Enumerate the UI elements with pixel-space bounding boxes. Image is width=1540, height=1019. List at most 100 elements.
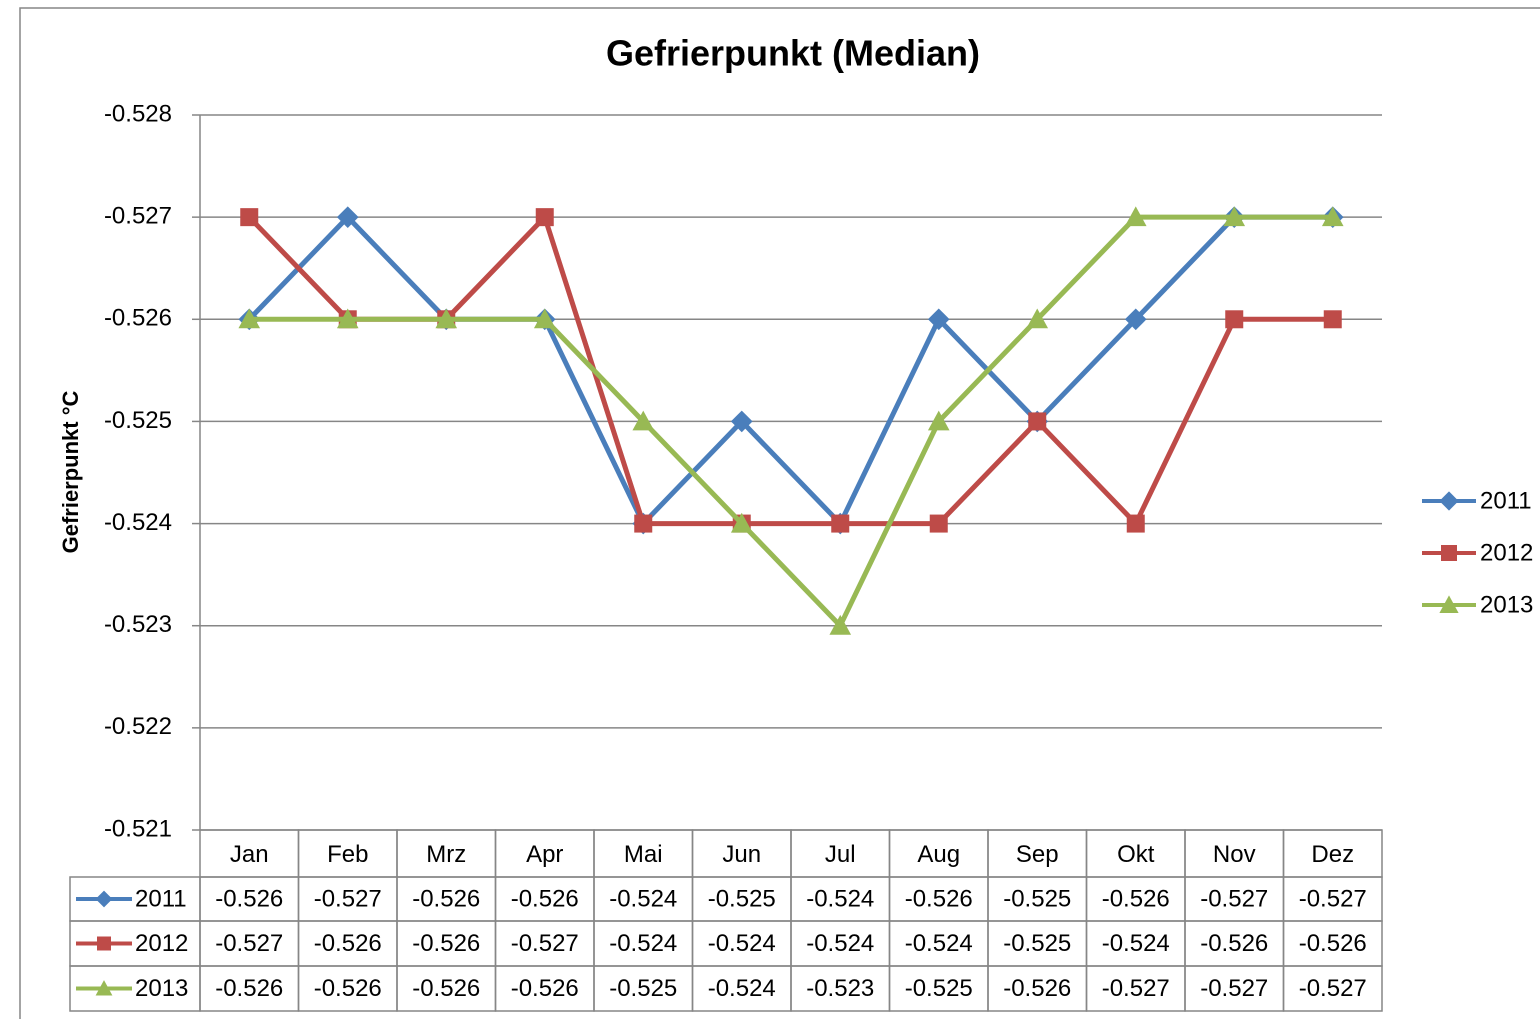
marker (927, 308, 950, 331)
y-tick-label: -0.523 (104, 611, 172, 638)
x-tick-label: Jan (230, 841, 269, 868)
table-series-name: 2012 (135, 930, 188, 957)
table-value: -0.526 (1200, 930, 1268, 957)
table-value: -0.525 (1003, 885, 1071, 912)
x-tick-label: Dez (1311, 841, 1354, 868)
x-tick-label: Jun (722, 841, 761, 868)
marker (238, 308, 261, 329)
table-value: -0.524 (708, 930, 776, 957)
table-value: -0.527 (1200, 975, 1268, 1002)
legend-marker (1441, 545, 1457, 561)
marker (1124, 206, 1147, 227)
table-value: -0.527 (1299, 975, 1367, 1002)
table-series-name: 2011 (135, 885, 187, 912)
marker (1225, 310, 1244, 329)
marker (1321, 206, 1344, 227)
table-value: -0.527 (314, 885, 382, 912)
marker (1126, 514, 1145, 533)
table-value: -0.523 (806, 975, 874, 1002)
marker (831, 514, 850, 533)
marker (1124, 308, 1147, 331)
marker (730, 410, 753, 433)
marker (533, 308, 556, 329)
x-tick-label: Mai (624, 841, 663, 868)
marker (240, 208, 259, 227)
y-tick-label: -0.526 (104, 305, 172, 332)
x-tick-label: Aug (917, 841, 960, 868)
marker (929, 514, 948, 533)
series-line (247, 214, 1333, 527)
table-value: -0.524 (1102, 930, 1170, 957)
marker (730, 512, 753, 533)
x-tick-label: Okt (1117, 841, 1155, 868)
table-value: -0.525 (609, 975, 677, 1002)
marker (634, 514, 653, 533)
x-tick-label: Feb (327, 841, 368, 868)
series-line (247, 214, 1333, 527)
table-value: -0.524 (905, 930, 973, 957)
y-tick-label: -0.527 (104, 202, 172, 229)
x-tick-label: Nov (1213, 841, 1256, 868)
marker (336, 308, 359, 329)
legend-label: 2011 (1480, 487, 1532, 514)
table-value: -0.524 (806, 885, 874, 912)
marker (632, 410, 655, 431)
table-value: -0.524 (708, 975, 776, 1002)
x-tick-label: Apr (526, 841, 563, 868)
chart-border (19, 7, 1540, 1019)
table-value: -0.526 (314, 975, 382, 1002)
series-line (249, 214, 1333, 629)
table-value: -0.526 (511, 885, 579, 912)
table-value: -0.526 (314, 930, 382, 957)
marker (336, 206, 359, 228)
table-value: -0.527 (1200, 885, 1268, 912)
marker (1028, 412, 1047, 431)
y-tick-label: -0.521 (104, 815, 172, 842)
x-tick-label: Mrz (426, 841, 466, 868)
table-value: -0.526 (412, 930, 480, 957)
legend-marker (1439, 595, 1459, 613)
marker (1223, 206, 1246, 227)
table-legend-marker (95, 980, 113, 996)
table-value: -0.527 (1102, 975, 1170, 1002)
legend-label: 2013 (1480, 591, 1533, 618)
chart-title: Gefrierpunkt (Median) (606, 33, 980, 74)
table-value: -0.526 (511, 975, 579, 1002)
y-axis-label: Gefrierpunkt °C (58, 390, 83, 553)
table-value: -0.527 (511, 930, 579, 957)
x-tick-label: Jul (825, 841, 856, 868)
marker (535, 208, 554, 227)
table-value: -0.527 (1299, 885, 1367, 912)
y-tick-label: -0.524 (104, 509, 172, 536)
table-value: -0.524 (806, 930, 874, 957)
table-value: -0.526 (412, 975, 480, 1002)
table-value: -0.525 (708, 885, 776, 912)
marker (435, 308, 458, 329)
table-value: -0.524 (609, 885, 677, 912)
table-value: -0.527 (215, 930, 283, 957)
marker (829, 614, 852, 635)
table-value: -0.525 (1003, 930, 1071, 957)
table-legend-marker (97, 936, 111, 951)
table-value: -0.526 (412, 885, 480, 912)
marker (1323, 310, 1342, 329)
marker (927, 410, 950, 431)
y-tick-label: -0.528 (104, 100, 172, 127)
table-legend-marker (95, 890, 113, 908)
table-value: -0.526 (215, 975, 283, 1002)
legend-label: 2012 (1480, 539, 1533, 566)
table-value: -0.525 (905, 975, 973, 1002)
table-cell (1282, 965, 1383, 1012)
table-value: -0.524 (609, 930, 677, 957)
table-value: -0.526 (905, 885, 973, 912)
legend-marker (1439, 491, 1459, 511)
table-series-name: 2013 (135, 975, 188, 1002)
table-value: -0.526 (1003, 975, 1071, 1002)
table-value: -0.526 (1299, 930, 1367, 957)
y-tick-label: -0.522 (104, 713, 172, 740)
marker (1026, 308, 1049, 329)
x-tick-label: Sep (1016, 841, 1059, 868)
table-value: -0.526 (1102, 885, 1170, 912)
table-value: -0.526 (215, 885, 283, 912)
